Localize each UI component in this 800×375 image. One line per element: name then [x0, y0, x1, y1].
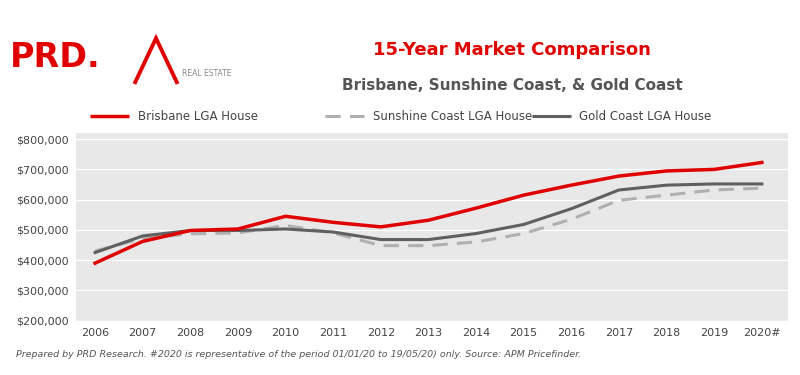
- Text: Prepared by PRD Research. #2020 is representative of the period 01/01/20 to 19/0: Prepared by PRD Research. #2020 is repre…: [16, 350, 581, 359]
- Text: REAL ESTATE: REAL ESTATE: [182, 69, 232, 78]
- Text: PRD.: PRD.: [10, 42, 100, 74]
- Text: 15-Year Market Comparison: 15-Year Market Comparison: [373, 41, 651, 59]
- Text: Brisbane, Sunshine Coast, & Gold Coast: Brisbane, Sunshine Coast, & Gold Coast: [342, 78, 682, 93]
- Text: Sunshine Coast LGA House: Sunshine Coast LGA House: [373, 110, 532, 123]
- Text: Gold Coast LGA House: Gold Coast LGA House: [579, 110, 712, 123]
- Text: Brisbane LGA House: Brisbane LGA House: [138, 110, 258, 123]
